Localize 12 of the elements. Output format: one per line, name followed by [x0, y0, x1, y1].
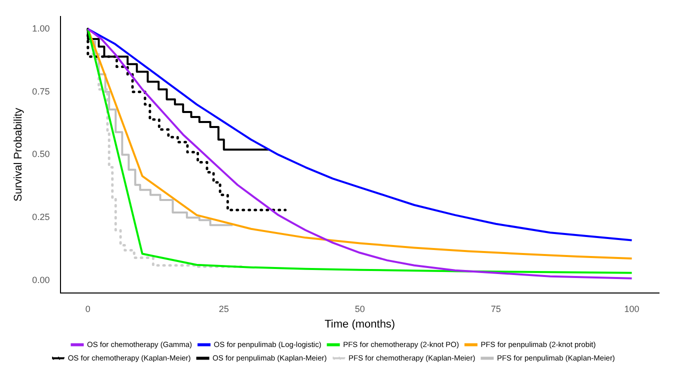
y-tick-label: 0.75	[32, 86, 50, 96]
x-tick-label: 25	[218, 304, 229, 314]
y-axis-title: Survival Probability	[12, 107, 25, 202]
y-tick-label: 1.00	[32, 23, 50, 34]
x-tick-label: 100	[624, 304, 640, 314]
y-tick-label: 0.00	[32, 274, 50, 285]
y-tick-label: 0.50	[32, 149, 50, 160]
x-axis-title: Time (months)	[324, 318, 396, 330]
x-tick-label: 75	[490, 304, 501, 314]
x-tick-label: 0	[85, 304, 90, 314]
x-tick-label: 50	[354, 304, 365, 314]
y-tick-label: 0.25	[32, 212, 50, 222]
